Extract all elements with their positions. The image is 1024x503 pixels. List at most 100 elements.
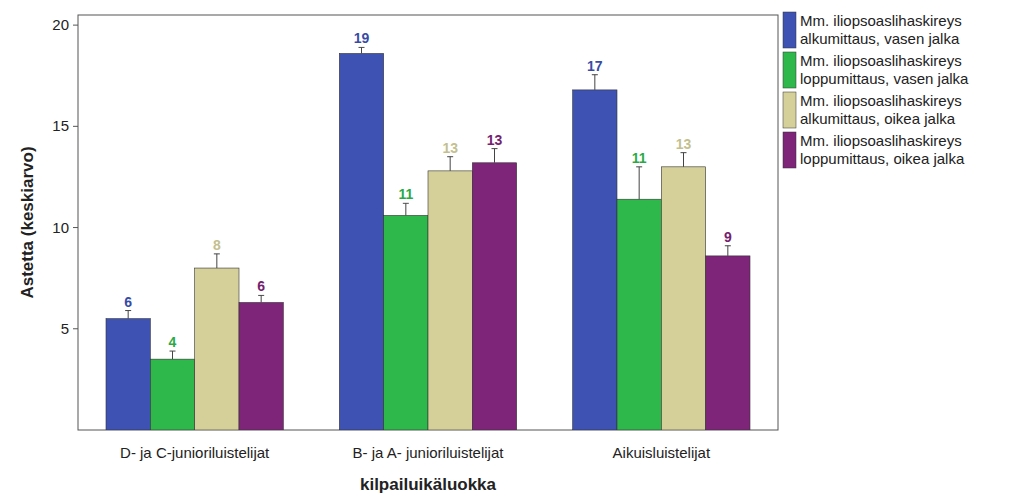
error-cap (636, 166, 642, 167)
data-label: 6 (124, 294, 132, 310)
legend-line: Mm. iliopsoaslihaskireys (800, 52, 962, 69)
error-line (261, 295, 262, 302)
data-label: 13 (442, 140, 458, 156)
plot-frame (78, 15, 778, 430)
error-line (172, 351, 173, 359)
error-cap (492, 148, 498, 149)
error-line (405, 203, 406, 215)
bar (573, 90, 617, 430)
error-line (128, 311, 129, 319)
error-line (216, 254, 217, 268)
data-label: 6 (257, 278, 265, 294)
data-labels: 6486191113131711139 (117, 30, 739, 350)
y-tick (73, 328, 78, 329)
data-label: 13 (487, 132, 503, 148)
data-label-bg (673, 136, 695, 152)
bar (384, 215, 428, 430)
bar (150, 359, 194, 430)
data-label: 17 (587, 58, 603, 74)
error-line (450, 157, 451, 171)
data-label: 11 (632, 150, 647, 166)
data-label-bg (584, 58, 606, 74)
error-cap (447, 156, 453, 157)
legend-swatch (783, 52, 796, 88)
data-label: 8 (213, 237, 221, 253)
x-tick-label: D- ja C-junioriluistelijat (120, 444, 270, 461)
x-tick-label: Aikuisluistelijat (613, 444, 711, 461)
data-label-bg (351, 30, 373, 46)
y-tick (73, 227, 78, 228)
legend-label: Mm. iliopsoaslihaskireysalkumittaus, vas… (800, 12, 962, 47)
error-cap (258, 295, 264, 296)
y-tick-label: 10 (52, 219, 69, 236)
error-bar (170, 351, 176, 359)
error-bar (492, 149, 498, 163)
error-cap (592, 74, 598, 75)
data-label: 13 (676, 136, 692, 152)
bar (106, 319, 150, 430)
legend-label: Mm. iliopsoaslihaskireysalkumittaus, oik… (800, 92, 962, 127)
bar (239, 302, 283, 430)
y-tick (73, 126, 78, 127)
error-bar (359, 47, 365, 53)
legend-label: Mm. iliopsoaslihaskireysloppumittaus, va… (800, 52, 969, 87)
error-bar (636, 167, 642, 199)
error-bar (592, 75, 598, 90)
legend-line: loppumittaus, vasen jalka (800, 70, 969, 87)
error-bar (725, 246, 731, 256)
legend-swatch (783, 132, 796, 168)
bar (339, 53, 383, 430)
data-label-bg (395, 186, 417, 202)
error-line (594, 75, 595, 90)
y-tick-label: 15 (52, 117, 69, 134)
x-tick-label: B- ja A- junioriluistelijat (353, 444, 505, 461)
legend-line: Mm. iliopsoaslihaskireys (800, 12, 962, 29)
chart: 5 10 15 20 Astetta (keskiarvo) kilpailuikäluo… (0, 0, 1024, 503)
error-line (494, 149, 495, 163)
data-label-bg (117, 294, 139, 310)
legend-line: alkumittaus, vasen jalka (800, 30, 960, 47)
legend-line: Mm. iliopsoaslihaskireys (800, 132, 962, 149)
marks (106, 47, 750, 430)
error-bar (258, 295, 264, 302)
data-label-bg (250, 278, 272, 294)
bar (661, 167, 705, 430)
error-bar (447, 157, 453, 171)
data-label: 11 (398, 186, 413, 202)
y-tick-label: 20 (52, 16, 69, 33)
legend-line: alkumittaus, oikea jalka (800, 110, 956, 127)
error-line (727, 246, 728, 256)
legend-label: Mm. iliopsoaslihaskireysloppumittaus, oi… (800, 132, 965, 167)
bar (706, 256, 750, 430)
error-line (361, 47, 362, 53)
data-label-bg (439, 140, 461, 156)
bar (195, 268, 239, 430)
bar (617, 199, 661, 430)
y-axis-title: Astetta (keskiarvo) (18, 146, 37, 298)
x-axis-title: kilpailuikäluokka (360, 475, 497, 494)
data-label-bg (484, 132, 506, 148)
error-bar (681, 153, 687, 167)
error-cap (725, 245, 731, 246)
error-bar (125, 311, 131, 319)
legend: Mm. iliopsoaslihaskireysalkumittaus, vas… (783, 12, 969, 168)
data-label-bg (162, 334, 184, 350)
error-cap (359, 47, 365, 48)
error-bar (214, 254, 220, 268)
data-label-bg (628, 150, 650, 166)
error-cap (170, 351, 176, 352)
legend-line: loppumittaus, oikea jalka (800, 150, 965, 167)
error-line (683, 153, 684, 167)
data-label-bg (717, 229, 739, 245)
error-cap (681, 152, 687, 153)
error-cap (125, 310, 131, 311)
legend-swatch (783, 92, 796, 128)
y-tick (73, 25, 78, 26)
data-label: 9 (724, 229, 732, 245)
y-tick-label: 5 (61, 320, 69, 337)
legend-swatch (783, 12, 796, 48)
error-cap (214, 253, 220, 254)
bar (428, 171, 472, 430)
error-bar (403, 203, 409, 215)
bar (472, 163, 516, 430)
